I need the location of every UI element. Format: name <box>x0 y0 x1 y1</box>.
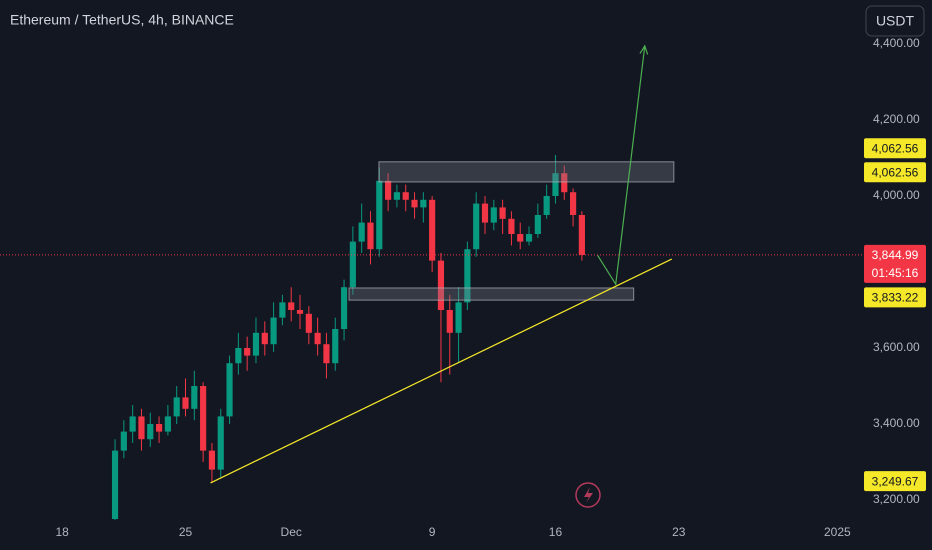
candle-body <box>561 173 568 193</box>
candle-body <box>543 196 550 216</box>
candle-body <box>385 180 392 200</box>
button-frame[interactable] <box>865 5 925 37</box>
candle-body <box>464 249 471 303</box>
x-tick-label: 25 <box>179 525 193 539</box>
candle-body <box>473 203 480 250</box>
candle-body <box>226 363 233 417</box>
candle-body <box>191 386 198 409</box>
candle-body <box>182 397 189 409</box>
candle-body <box>411 199 418 208</box>
candle-body <box>367 222 374 250</box>
price-label-box <box>864 138 926 159</box>
candle-body <box>305 313 312 333</box>
price-label: 3,249.67 <box>872 474 919 488</box>
candle-body <box>437 260 445 311</box>
axes: 3,200.00 3,400.00 3,600.00 4,000.00 4,200.00… <box>56 36 926 539</box>
candle-body <box>402 192 409 200</box>
y-tick-label: 3,600.00 <box>873 340 920 354</box>
price-label: 4,062.56 <box>872 141 919 155</box>
x-tick-label: 16 <box>549 525 563 539</box>
candle-body <box>481 203 489 223</box>
candle-body <box>525 234 533 242</box>
alert-icon[interactable] <box>575 482 601 508</box>
candle-body <box>208 450 216 470</box>
price-label-box <box>864 162 926 183</box>
candle-body <box>420 199 427 208</box>
candle-body <box>429 199 436 261</box>
x-tick-label: 9 <box>429 525 436 539</box>
candle-body <box>129 416 136 432</box>
price-label: 3,844.99 <box>872 248 919 262</box>
candle-body <box>217 416 224 470</box>
candle-body <box>446 310 453 333</box>
candle-body <box>517 234 524 242</box>
zone <box>348 287 635 301</box>
price-label: 4,062.56 <box>872 165 919 179</box>
candle-body <box>164 416 171 432</box>
x-tick-label: 23 <box>672 525 686 539</box>
candle-body <box>155 424 163 432</box>
price-label: 3,833.22 <box>872 291 919 305</box>
candle-body <box>235 348 242 364</box>
trendline <box>210 258 672 484</box>
price-label-box <box>864 287 926 308</box>
candle-body <box>490 207 497 223</box>
candle-body <box>279 302 286 318</box>
candle-body <box>261 332 268 345</box>
candle-body <box>288 302 295 311</box>
candle-body <box>270 317 277 345</box>
button-label[interactable]: USDT <box>876 13 915 29</box>
x-tick-label: 2025 <box>824 525 851 539</box>
candle-body <box>252 332 260 356</box>
candle-body <box>314 332 321 345</box>
candle-body <box>534 215 541 235</box>
candle-body <box>376 180 383 250</box>
y-tick-label: 3,200.00 <box>873 492 920 506</box>
arrow <box>597 45 646 286</box>
candle-body <box>138 416 145 440</box>
y-tick-label: 4,400.00 <box>873 36 920 50</box>
candle-body <box>173 397 180 417</box>
currency-button[interactable]: USDT <box>865 5 925 37</box>
candle-body <box>508 218 515 235</box>
candle-body <box>569 192 577 216</box>
candle-body <box>147 424 154 440</box>
candle-body <box>358 222 365 242</box>
y-tick-label: 4,000.00 <box>873 188 920 202</box>
zone <box>378 161 675 183</box>
candle-body <box>340 287 348 330</box>
candle-body <box>120 431 127 451</box>
candle-body <box>349 241 356 288</box>
price-label-box <box>864 244 926 283</box>
candle-body <box>244 348 251 356</box>
x-tick-label: Dec <box>281 525 302 539</box>
y-tick-label: 4,200.00 <box>873 112 920 126</box>
pane <box>0 44 862 520</box>
price-label-box <box>864 471 926 492</box>
candle-body <box>578 215 585 255</box>
y-tick-label: 3,400.00 <box>873 416 920 430</box>
candle-body <box>552 173 559 197</box>
candle-body <box>296 310 304 314</box>
candle-body <box>393 192 400 200</box>
candle-body <box>200 386 207 451</box>
candle-body <box>111 450 119 520</box>
chart-title: Ethereum / TetherUS, 4h, BINANCE <box>10 12 234 28</box>
icon-ring[interactable] <box>575 482 601 508</box>
candle-body <box>323 344 330 364</box>
countdown: 01:45:16 <box>872 266 919 280</box>
arrow-head <box>639 44 649 55</box>
icon-bolt[interactable] <box>584 487 593 503</box>
candle-body <box>332 329 339 364</box>
x-tick-label: 18 <box>56 525 70 539</box>
candle-body <box>499 207 506 219</box>
candle-body <box>455 302 462 333</box>
